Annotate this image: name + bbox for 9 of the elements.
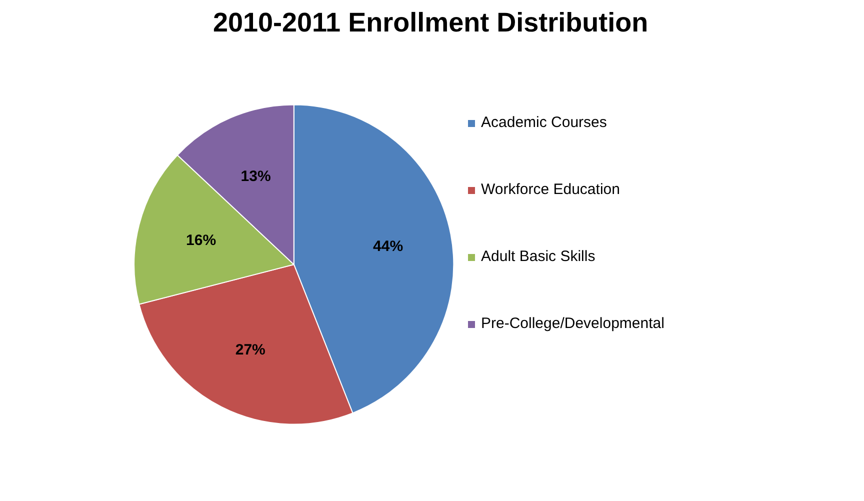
legend-label: Adult Basic Skills [481, 248, 596, 265]
data-label: 44% [373, 238, 404, 256]
data-label: 16% [186, 232, 216, 250]
data-label: 13% [240, 168, 271, 186]
legend-label: Academic Courses [481, 114, 607, 131]
chart-title: 2010-2011 Enrollment Distribution [212, 8, 648, 38]
legend-label: Workforce Education [481, 181, 620, 198]
data-label: 27% [235, 341, 266, 358]
legend-label: Pre-College/Developmental [481, 315, 664, 332]
